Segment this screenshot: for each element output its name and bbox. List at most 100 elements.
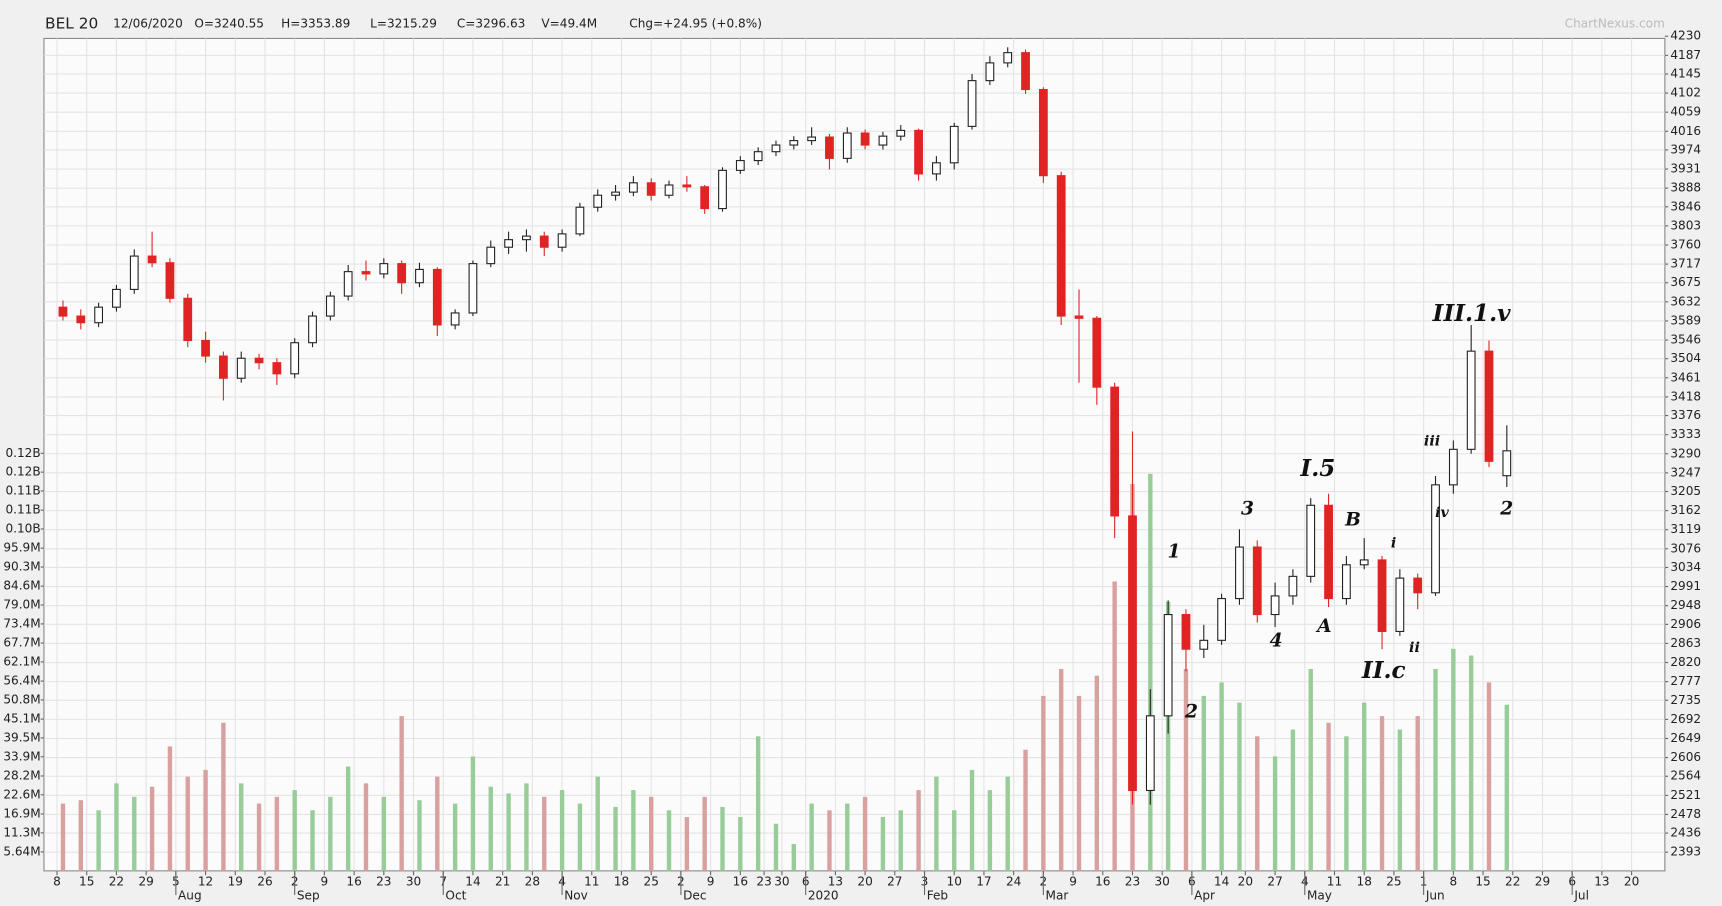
volume-bar [898, 810, 903, 871]
x-tick-label: 19 [228, 874, 243, 888]
x-tick-label: 27 [1267, 874, 1282, 888]
candle-body [325, 295, 335, 317]
y-tick-label: 4230 [1670, 29, 1701, 43]
x-tick-label: 8 [53, 874, 61, 888]
y-tick-label: 3034 [1670, 560, 1701, 574]
volume-bar [1397, 729, 1403, 871]
x-tick-label: 13 [828, 874, 843, 888]
candle-body [236, 357, 246, 379]
candle-body [825, 136, 834, 159]
y-tick-label: 3846 [1670, 199, 1701, 213]
x-tick-label: 12 [198, 874, 213, 888]
candle-body [1324, 504, 1333, 600]
volume-tick-label: 95.9M [3, 541, 40, 555]
symbol: BEL 20 [45, 15, 98, 33]
candle-body [1110, 386, 1120, 517]
candle-body [735, 160, 745, 171]
wave-label: ii [1409, 640, 1420, 656]
volume-bar [1433, 668, 1438, 871]
volume-tick-label: 16.9M [3, 806, 40, 820]
wave-label: A [1315, 615, 1331, 637]
y-tick-label: 3803 [1670, 218, 1701, 232]
month-label: Oct [445, 889, 466, 903]
x-tick-label: 29 [1535, 874, 1550, 888]
month-label: 2020 [808, 889, 839, 903]
volume-text: V=49.4M [541, 17, 597, 31]
candle-body [985, 62, 995, 82]
volume-bar [684, 817, 690, 871]
candle-body [932, 162, 941, 175]
candle-body [1502, 450, 1512, 477]
volume-tick-label: 0.11B [5, 483, 40, 497]
volume-bar [1112, 581, 1117, 871]
month-label: Aug [178, 889, 202, 903]
x-tick-label: 11 [584, 874, 599, 888]
y-tick-label: 2692 [1670, 712, 1701, 726]
volume-bar [845, 803, 850, 871]
x-tick-label: 16 [733, 874, 748, 888]
y-tick-label: 2478 [1670, 807, 1701, 821]
x-tick-label: 20 [857, 874, 872, 888]
plot-area [43, 37, 1666, 872]
volume-tick-label: 84.6M [3, 579, 40, 593]
candle-body [860, 132, 870, 146]
volume-bar [1415, 716, 1420, 871]
high-text: H=3353.89 [281, 17, 350, 31]
candle-body [1413, 577, 1423, 594]
y-tick-label: 3376 [1670, 408, 1701, 422]
candle-body [771, 144, 781, 153]
volume-bar [132, 796, 137, 871]
candle-body [58, 306, 68, 317]
candle-body [664, 184, 674, 196]
candle-body [593, 194, 603, 208]
month-label: May [1307, 889, 1332, 903]
source: ChartNexus.com [1565, 17, 1665, 31]
volume-bar [666, 810, 672, 871]
volume-bar [1362, 702, 1367, 871]
volume-bar [185, 776, 190, 871]
candle-body [432, 268, 442, 326]
month-label: Nov [564, 889, 588, 903]
candle-body [290, 342, 300, 375]
candle-body [628, 182, 638, 193]
wave-label: i [1391, 536, 1396, 552]
candle-body [1448, 448, 1458, 486]
wave-label: II.c [1361, 657, 1406, 684]
candle-body [1377, 559, 1387, 632]
volume-bar [916, 790, 921, 871]
candle-body [1359, 559, 1369, 566]
volume-tick-label: 11.3M [3, 825, 40, 839]
month-label: Mar [1046, 889, 1069, 903]
volume-tick-label: 50.8M [3, 692, 40, 706]
volume-bar [1237, 702, 1242, 871]
volume-bar [969, 769, 975, 871]
x-tick-label: 28 [525, 874, 540, 888]
candle-body [753, 151, 763, 162]
candle-body [1056, 175, 1066, 317]
wave-label: iv [1435, 505, 1449, 521]
x-tick-label: 23 [1125, 874, 1140, 888]
volume-bar [862, 796, 868, 871]
candle-body [896, 129, 906, 137]
candle-body [1003, 52, 1013, 64]
wave-label: iii [1424, 433, 1440, 449]
volume-tick-label: 0.12B [5, 446, 40, 460]
x-tick-label: 25 [644, 874, 659, 888]
x-tick-label: 13 [1594, 874, 1609, 888]
y-tick-label: 3717 [1670, 257, 1701, 271]
candle-body [201, 339, 210, 357]
candle-body [1038, 88, 1048, 177]
volume-bar [399, 716, 404, 871]
y-tick-label: 3974 [1670, 142, 1701, 156]
candle-body [486, 246, 496, 265]
volume-bar [203, 769, 208, 871]
volume-tick-label: 79.0M [3, 598, 40, 612]
volume-bar [1290, 729, 1296, 871]
volume-tick-label: 5.64M [3, 844, 40, 858]
candle-body [914, 129, 923, 175]
x-tick-label: 25 [1386, 874, 1401, 888]
month-label: Jun [1425, 889, 1445, 903]
y-tick-label: 3333 [1670, 427, 1701, 441]
y-tick-label: 2948 [1670, 598, 1701, 612]
